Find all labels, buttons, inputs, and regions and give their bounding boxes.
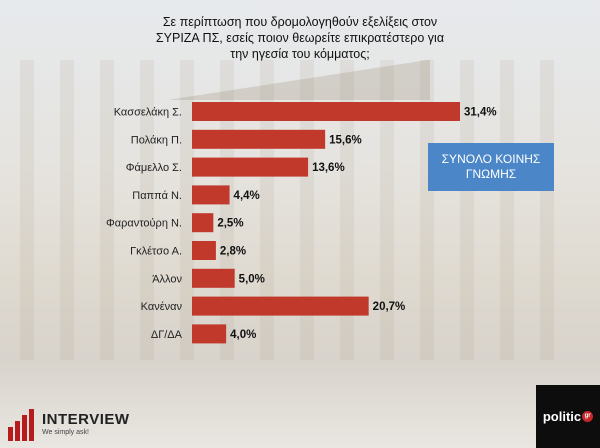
politic-logo-gr-badge: gr: [582, 411, 594, 422]
interview-logo-mark: [8, 409, 38, 441]
interview-logo-tagline: We simply ask!: [42, 429, 89, 436]
value-label-6: 5,0%: [239, 273, 265, 285]
callout-box: ΣΥΝΟΛΟ ΚΟΙΝΗΣ ΓΝΩΜΗΣ: [428, 143, 554, 191]
interview-logo-text: INTERVIEW: [42, 411, 130, 428]
category-label-7: Κανέναν: [141, 301, 183, 313]
bar-2: [192, 157, 309, 177]
value-label-5: 2,8%: [220, 246, 246, 258]
title-line-1: Σε περίπτωση που δρομολογηθούν εξελίξεις…: [162, 15, 438, 29]
chart-title: Σε περίπτωση που δρομολογηθούν εξελίξεις…: [100, 14, 500, 62]
title-line-3: την ηγεσία του κόμματος;: [230, 47, 370, 61]
category-label-8: ΔΓ/ΔΑ: [151, 329, 183, 341]
bar-1: [192, 129, 326, 149]
title-line-2: ΣΥΡΙΖΑ ΠΣ, εσείς ποιον θεωρείτε επικρατέ…: [155, 31, 445, 45]
category-label-1: Πολάκη Π.: [131, 134, 182, 146]
politic-logo-text: politic: [542, 409, 582, 424]
parliament-roof-shape: [170, 60, 430, 100]
category-label-0: Κασσελάκη Σ.: [114, 107, 182, 119]
bar-4: [192, 213, 214, 233]
category-label-2: Φάμελλο Σ.: [126, 162, 182, 174]
bar-7: [192, 296, 369, 316]
bar-3: [192, 185, 230, 205]
bar-6: [192, 268, 235, 288]
value-label-7: 20,7%: [373, 301, 406, 313]
value-label-2: 13,6%: [312, 162, 345, 174]
category-label-6: Άλλον: [152, 273, 182, 285]
category-label-4: Φαραντούρη Ν.: [106, 218, 182, 230]
value-label-3: 4,4%: [234, 190, 260, 202]
value-label-1: 15,6%: [329, 134, 362, 146]
politic-logo: politic gr: [536, 385, 600, 448]
category-label-5: Γκλέτσο Α.: [130, 246, 182, 258]
interview-logo: INTERVIEW We simply ask!: [8, 405, 158, 443]
value-label-8: 4,0%: [230, 329, 256, 341]
bar-5: [192, 241, 216, 260]
value-label-4: 2,5%: [217, 218, 243, 230]
bar-0: [192, 102, 460, 121]
value-label-0: 31,4%: [464, 107, 497, 119]
category-label-3: Παππά Ν.: [132, 190, 182, 202]
bar-8: [192, 324, 227, 344]
